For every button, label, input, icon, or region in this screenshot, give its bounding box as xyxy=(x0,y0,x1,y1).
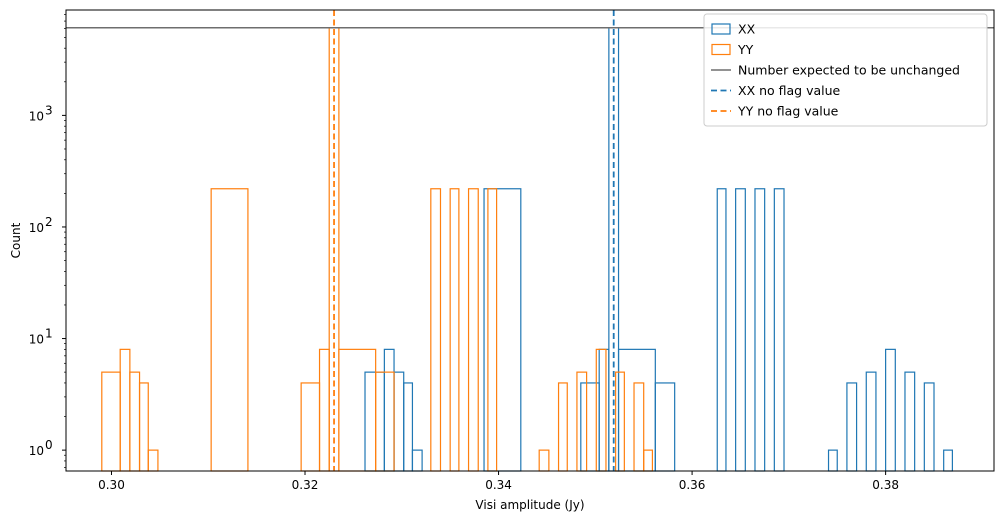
x-tick-label: 0.32 xyxy=(292,478,319,492)
y-tick-label: 10 xyxy=(29,221,44,235)
legend-item: XX xyxy=(711,22,756,37)
legend-swatch xyxy=(711,43,731,56)
y-tick-exponent: 1 xyxy=(45,327,53,341)
legend-label: Number expected to be unchanged xyxy=(738,63,960,78)
y-tick-exponent: 3 xyxy=(45,103,53,117)
legend-item: YY xyxy=(711,42,754,57)
y-tick-exponent: 0 xyxy=(45,438,53,452)
x-tick-label: 0.38 xyxy=(872,478,899,492)
plot-frame xyxy=(65,9,995,472)
legend-label: XX xyxy=(738,22,756,37)
y-tick-label: 10 xyxy=(29,333,44,347)
legend-swatch xyxy=(711,23,731,35)
x-tick-label: 0.36 xyxy=(679,478,706,492)
y-tick-label: 10 xyxy=(29,444,44,458)
x-axis: 0.30 0.32 0.34 0.36 0.38 xyxy=(98,471,899,492)
legend-label: XX no flag value xyxy=(738,83,841,98)
legend-label: YY no flag value xyxy=(737,104,839,119)
x-tick-label: 0.34 xyxy=(485,478,512,492)
legend-item: YY no flag value xyxy=(711,104,839,119)
legend-box xyxy=(703,13,988,127)
x-axis-label: Visi amplitude (Jy) xyxy=(475,498,584,512)
legend: XX YY Number expected to be unchanged XX no… xyxy=(703,13,988,127)
x-tick-label: 0.30 xyxy=(98,478,125,492)
y-tick-exponent: 2 xyxy=(45,215,53,229)
y-axis-label: Count xyxy=(9,222,23,258)
legend-item: XX no flag value xyxy=(711,83,841,98)
legend-label: YY xyxy=(737,42,754,57)
legend-item: Number expected to be unchanged xyxy=(711,63,960,78)
y-tick-label: 10 xyxy=(29,109,44,123)
